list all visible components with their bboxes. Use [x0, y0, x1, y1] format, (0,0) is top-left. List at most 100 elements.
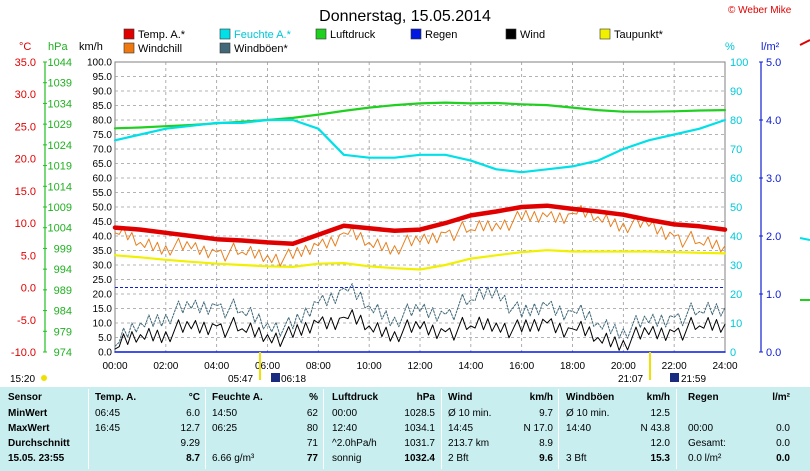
table-row-label: Durchschnitt — [8, 438, 70, 449]
tick-pressure: 979 — [54, 326, 72, 338]
table-cell: 80 — [306, 423, 318, 434]
tick-humidity: 70 — [730, 144, 742, 156]
tick-pressure: 1024 — [48, 140, 72, 152]
sunset2-time: 21:59 — [681, 374, 706, 385]
tick-rain: 2.0 — [766, 231, 781, 243]
tick-pressure: 1039 — [48, 78, 72, 90]
series-wind — [114, 309, 726, 351]
table-cell: 1032.4 — [404, 453, 435, 464]
sun-left-time: 15:20 — [10, 374, 35, 385]
table-divider — [558, 389, 559, 469]
tick-rain: 1.0 — [766, 289, 781, 301]
tick-pressure: 1014 — [48, 181, 72, 193]
tick-humidity: 20 — [730, 289, 742, 301]
table-cell: 3 Bft — [566, 453, 587, 464]
table-header: Regen — [688, 392, 719, 403]
series-feuchtea — [113, 118, 727, 174]
tick-time: 10:00 — [357, 361, 382, 372]
moon-icon — [271, 373, 280, 382]
table-cell: ^2.0hPa/h — [332, 438, 377, 449]
table-cell: 12.5 — [650, 408, 670, 419]
legend-swatch — [505, 28, 517, 40]
tick-speed: 80.0 — [93, 116, 113, 127]
sunrise-time: 05:47 — [228, 374, 253, 385]
series-taupunkt — [113, 249, 727, 271]
table-cell: 00:00 — [332, 408, 358, 419]
tick-speed: 20.0 — [93, 290, 113, 301]
unit-pressure: hPa — [48, 41, 68, 53]
table-header: km/h — [646, 392, 670, 403]
legend-swatch — [219, 28, 231, 40]
table-header: Sensor — [8, 392, 42, 403]
tick-temp: -5.0 — [17, 315, 36, 327]
table-cell: 62 — [306, 408, 318, 419]
tick-humidity: 40 — [730, 231, 742, 243]
table-cell: 06:45 — [95, 408, 121, 419]
table-cell: 0.0 — [776, 423, 790, 434]
table-cell: 14:40 — [566, 423, 592, 434]
tick-speed: 10.0 — [93, 319, 113, 330]
table-cell: Ø 10 min. — [448, 408, 492, 419]
table-header: km/h — [529, 392, 553, 403]
table-header: Temp. A. — [95, 392, 137, 403]
table-divider — [676, 389, 677, 469]
tick-speed: 75.0 — [93, 130, 113, 141]
moon-icon — [670, 373, 679, 382]
table-cell: 12:40 — [332, 423, 358, 434]
tick-temp: 20.0 — [15, 154, 36, 166]
tick-time: 00:00 — [102, 361, 127, 372]
tick-speed: 55.0 — [93, 188, 113, 199]
table-row-label: MinWert — [8, 408, 48, 419]
tick-speed: 95.0 — [93, 72, 113, 83]
legend-swatch — [599, 28, 611, 40]
tick-speed: 85.0 — [93, 101, 113, 112]
table-header: Windböen — [566, 392, 615, 403]
table-cell: 9.6 — [539, 453, 553, 464]
tick-speed: 40.0 — [93, 232, 113, 243]
tick-humidity: 100 — [730, 57, 748, 69]
tick-speed: 100.0 — [87, 58, 112, 69]
table-header: Feuchte A. — [212, 392, 263, 403]
legend-swatch — [315, 28, 327, 40]
table-cell: 71 — [306, 438, 318, 449]
legend-label: Regen — [425, 29, 457, 41]
tick-pressure: 1009 — [48, 202, 72, 214]
unit-rain: l/m² — [761, 41, 780, 53]
tick-pressure: 1044 — [48, 57, 72, 69]
tick-speed: 0.0 — [98, 348, 112, 359]
tick-rain: 5.0 — [766, 57, 781, 69]
table-cell: 1034.1 — [404, 423, 435, 434]
table-cell: Gesamt: — [688, 438, 726, 449]
tick-time: 24:00 — [712, 361, 737, 372]
tick-pressure: 994 — [54, 264, 72, 276]
legend-swatch — [410, 28, 422, 40]
table-cell: 2 Bft — [448, 453, 469, 464]
table-divider — [323, 389, 324, 469]
tick-speed: 25.0 — [93, 275, 113, 286]
tick-time: 08:00 — [306, 361, 331, 372]
tick-speed: 60.0 — [93, 174, 113, 185]
tick-speed: 45.0 — [93, 217, 113, 228]
tick-speed: 50.0 — [93, 203, 113, 214]
tick-humidity: 0 — [730, 347, 736, 359]
table-divider — [205, 389, 206, 469]
tick-temp: 5.0 — [21, 250, 36, 262]
table-cell: 6.66 g/m³ — [212, 453, 255, 464]
table-cell: 0.0 — [776, 453, 790, 464]
tick-temp: 15.0 — [15, 186, 36, 198]
table-cell: 12.7 — [180, 423, 200, 434]
table-header: l/m² — [772, 392, 790, 403]
tick-time: 04:00 — [204, 361, 229, 372]
table-divider — [88, 389, 89, 469]
legend-label: Luftdruck — [330, 29, 376, 41]
sun-icon — [41, 375, 47, 381]
table-header: hPa — [416, 392, 435, 403]
sunrise2-time: 06:18 — [281, 374, 306, 385]
table-row-label: 15.05. 23:55 — [8, 453, 65, 464]
table-header: Luftdruck — [332, 392, 379, 403]
tick-speed: 5.0 — [98, 333, 112, 344]
chart-series — [112, 101, 728, 353]
tick-humidity: 50 — [730, 202, 742, 214]
tick-temp: 25.0 — [15, 121, 36, 133]
summary-table: Sensor Temp. A. °C Feuchte A.% Luftdruck hPa W… — [0, 387, 810, 471]
